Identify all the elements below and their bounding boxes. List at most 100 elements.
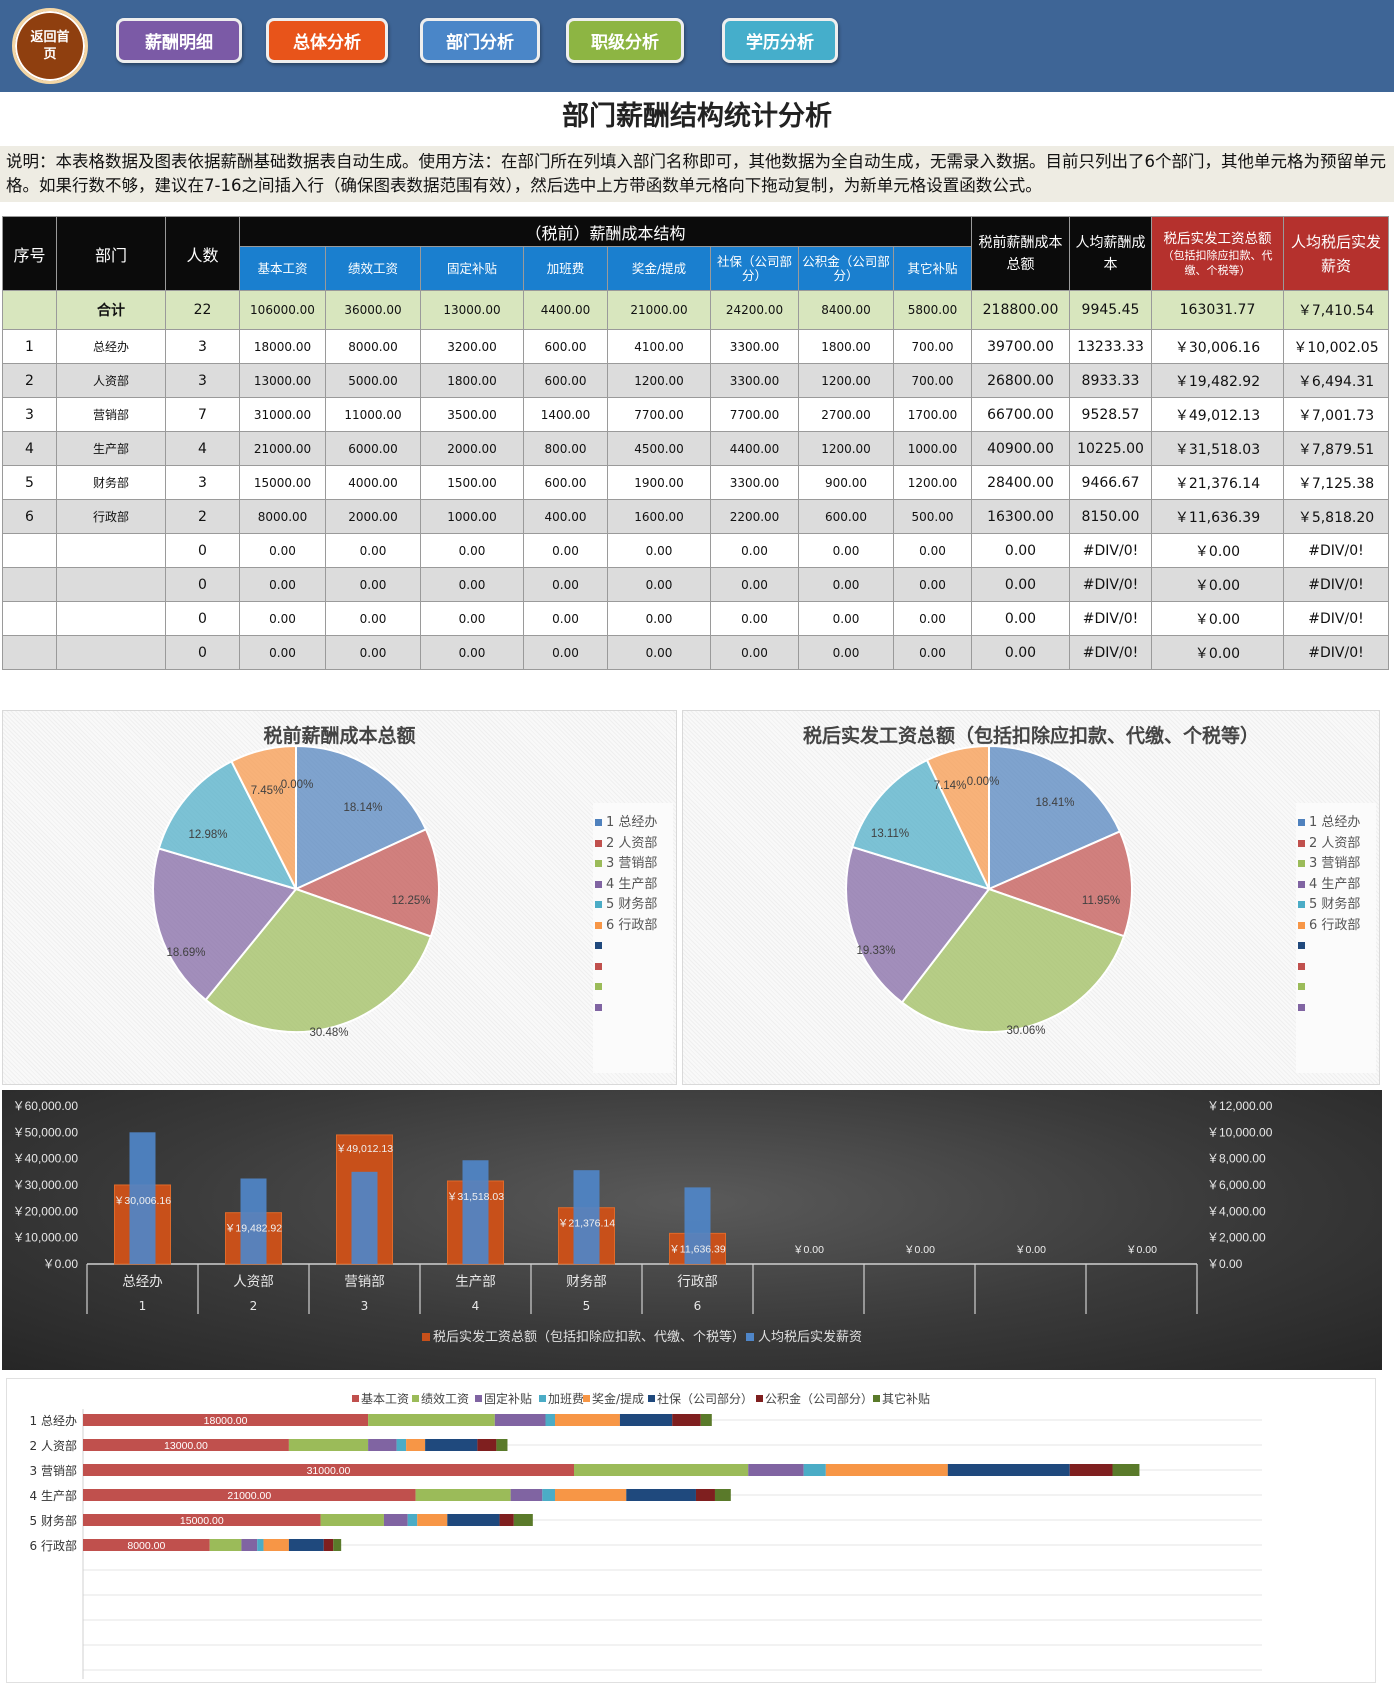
stacked-segment — [83, 1539, 210, 1551]
stacked-segment — [477, 1439, 497, 1451]
row-value-cell: 1200.00 — [798, 363, 894, 398]
row-count-cell: 7 — [165, 397, 240, 432]
row-count-cell: 3 — [165, 363, 240, 398]
nav-education-analysis-button[interactable]: 学历分析 — [722, 18, 838, 63]
row-count-cell: 2 — [165, 499, 240, 534]
column-data-label: ￥49,012.13 — [336, 1143, 393, 1155]
pie-slice — [152, 847, 298, 1002]
row-seq-cell: 4 — [2, 431, 57, 466]
row-value-cell: 0.00 — [710, 635, 799, 670]
row-value-cell: 0.00 — [523, 567, 608, 602]
nav-department-analysis-button[interactable]: 部门分析 — [420, 18, 540, 63]
stacked-segment — [383, 1514, 408, 1526]
row-avg-cost-cell: #DIV/0! — [1069, 567, 1152, 602]
legend-swatch — [352, 1395, 359, 1402]
category-label: 5 财务部 — [30, 1513, 77, 1528]
pie-percent-label: 30.48% — [309, 1027, 348, 1039]
stacked-segment — [554, 1489, 627, 1501]
column-data-label: ￥21,376.14 — [558, 1218, 615, 1230]
row-avg-after-cell: ￥7,001.73 — [1283, 397, 1389, 432]
pie-percent-label: 18.41% — [1035, 797, 1074, 809]
legend-label: 奖金/提成 — [592, 1391, 644, 1406]
nav-salary-detail-button[interactable]: 薪酬明细 — [116, 18, 242, 63]
legend-item-empty — [595, 979, 606, 994]
row-count-cell: 4 — [165, 431, 240, 466]
total-after-tax-cell: 163031.77 — [1151, 290, 1284, 330]
stacked-segment — [407, 1514, 418, 1526]
segment-data-label: 31000.00 — [307, 1465, 351, 1477]
segment-data-label: 13000.00 — [164, 1440, 208, 1452]
row-value-cell: 0.00 — [893, 533, 972, 568]
stacked-segment — [554, 1414, 620, 1426]
row-value-cell: 600.00 — [798, 499, 894, 534]
stacked-segment — [83, 1489, 416, 1501]
column-data-label: ￥31,518.03 — [447, 1191, 504, 1203]
row-total-cost-cell: 0.00 — [971, 533, 1070, 568]
nav-rank-analysis-button[interactable]: 职级分析 — [566, 18, 684, 63]
row-value-cell: 4500.00 — [607, 431, 711, 466]
row-dept-cell — [56, 533, 166, 568]
header-col-1: 绩效工资 — [325, 246, 421, 291]
legend-item: 6 行政部 — [1298, 914, 1360, 933]
row-value-cell: 2000.00 — [420, 431, 524, 466]
row-value-cell: 0.00 — [239, 601, 326, 636]
row-value-cell: 13000.00 — [239, 363, 326, 398]
row-avg-cost-cell: 8933.33 — [1069, 363, 1152, 398]
pie-percent-label: 7.45% — [251, 785, 284, 797]
stacked-segment — [619, 1414, 673, 1426]
row-avg-after-cell: #DIV/0! — [1283, 533, 1389, 568]
row-value-cell: 18000.00 — [239, 329, 326, 364]
legend-item-empty — [595, 938, 606, 953]
table-row: 1 总经办 3 18000.00 8000.00 3200.00 600.00 4100.00… — [2, 329, 1389, 364]
pie-percent-label: 18.14% — [343, 802, 382, 814]
row-after-tax-cell: ￥0.00 — [1151, 601, 1284, 636]
stacked-segment — [323, 1539, 334, 1551]
row-value-cell: 5000.00 — [325, 363, 421, 398]
stacked-segment — [542, 1489, 555, 1501]
column-data-label: ￥11,636.39 — [669, 1243, 726, 1255]
stacked-segment — [496, 1439, 508, 1451]
row-value-cell: 400.00 — [523, 499, 608, 534]
legend-swatch — [412, 1395, 419, 1402]
table-total-row: 合计 22 106000.00 36000.00 13000.00 4400.00 2100… — [2, 290, 1389, 330]
column-data-label: ￥30,006.16 — [114, 1195, 171, 1207]
stacked-segment — [333, 1539, 342, 1551]
pie-chart-aftertax: 18.41% 11.95% 30.06% 19.33% 13.11% 7.14% 0.00% — [845, 744, 1133, 1037]
legend-label: 公积金（公司部分） — [765, 1391, 873, 1406]
stacked-segment — [748, 1464, 804, 1476]
stacked-segment — [368, 1439, 397, 1451]
legend-item-empty — [1298, 959, 1309, 974]
legend-swatch — [1298, 921, 1305, 929]
legend-item: 5 财务部 — [1298, 893, 1360, 912]
row-after-tax-cell: ￥0.00 — [1151, 533, 1284, 568]
row-value-cell: 4400.00 — [710, 431, 799, 466]
pie-percent-label: 18.69% — [166, 947, 205, 959]
nav-overall-analysis-button[interactable]: 总体分析 — [266, 18, 388, 63]
row-value-cell: 15000.00 — [239, 465, 326, 500]
home-button[interactable]: 返回首页 — [12, 8, 88, 84]
stacked-segment — [415, 1489, 511, 1501]
legend-swatch — [539, 1395, 546, 1402]
legend-item: 2 人资部 — [1298, 832, 1360, 851]
column-data-label: ￥0.00 — [904, 1244, 935, 1256]
total-value-cell: 36000.00 — [325, 290, 421, 330]
row-avg-cost-cell: 8150.00 — [1069, 499, 1152, 534]
header-count: 人数 — [165, 216, 240, 291]
header-col-5: 社保（公司部分） — [710, 246, 799, 291]
row-value-cell: 0.00 — [420, 567, 524, 602]
row-avg-after-cell: #DIV/0! — [1283, 567, 1389, 602]
legend-swatch — [1298, 839, 1305, 847]
row-value-cell: 0.00 — [710, 601, 799, 636]
avg-after-tax-bar — [351, 1171, 378, 1264]
legend-label: 3 营销部 — [606, 856, 658, 871]
row-avg-after-cell: ￥6,494.31 — [1283, 363, 1389, 398]
row-after-tax-cell: ￥11,636.39 — [1151, 499, 1284, 534]
legend-item-empty — [1298, 938, 1309, 953]
row-value-cell: 3300.00 — [710, 465, 799, 500]
row-value-cell: 1200.00 — [893, 465, 972, 500]
avg-after-tax-bar — [462, 1160, 489, 1264]
legend-label-avg: 人均税后实发薪资 — [758, 1329, 862, 1345]
total-value-cell: 21000.00 — [607, 290, 711, 330]
row-avg-cost-cell: 9528.57 — [1069, 397, 1152, 432]
category-name-label: 人资部 — [233, 1274, 274, 1290]
